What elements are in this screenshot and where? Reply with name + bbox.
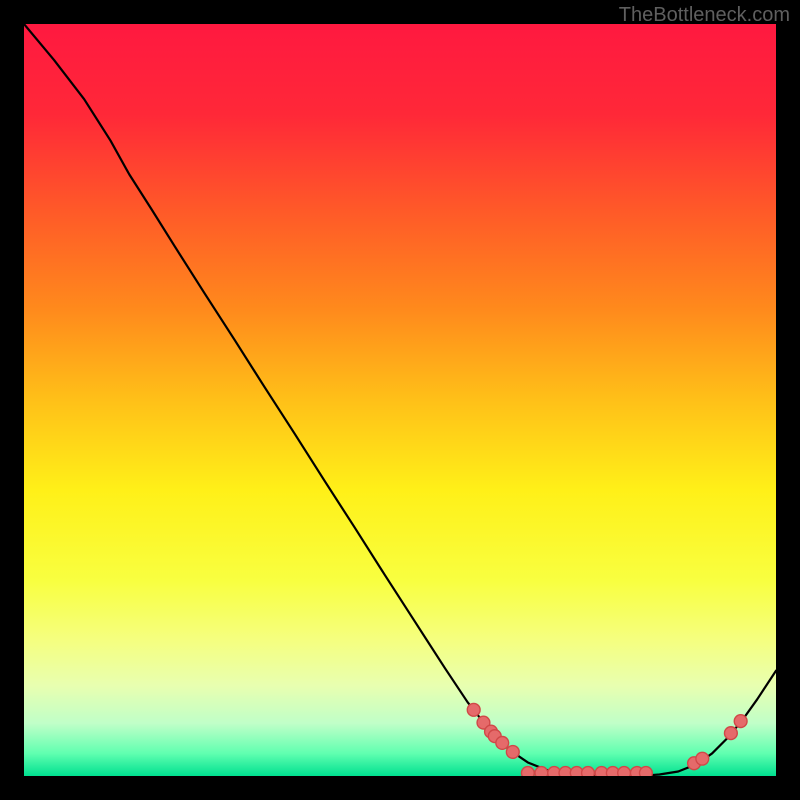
data-marker	[724, 727, 737, 740]
watermark-text: TheBottleneck.com	[619, 4, 790, 27]
data-marker	[467, 703, 480, 716]
data-marker	[696, 752, 709, 765]
chart-container: TheBottleneck.com	[0, 0, 800, 800]
data-marker	[535, 767, 548, 776]
data-marker	[521, 767, 534, 776]
data-marker	[506, 746, 519, 759]
data-marker	[640, 767, 653, 776]
chart-background	[24, 24, 776, 776]
data-marker	[582, 767, 595, 776]
data-marker	[734, 715, 747, 728]
chart-plot-area	[24, 24, 776, 776]
chart-svg	[24, 24, 776, 776]
data-marker	[496, 737, 509, 750]
data-marker	[618, 767, 631, 776]
